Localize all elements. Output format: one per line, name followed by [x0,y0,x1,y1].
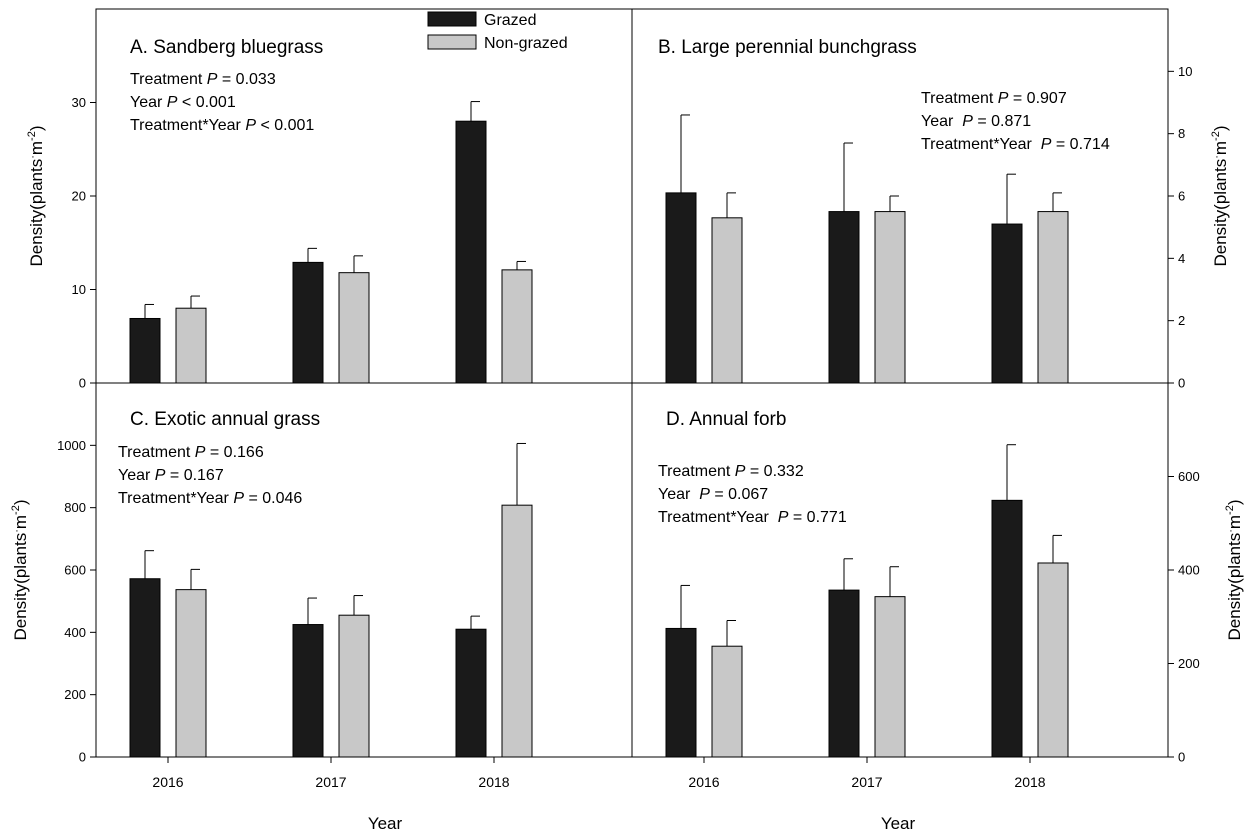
bar-a-non-grazed-2016 [175,307,207,384]
x-tick-label-c: 2016 [152,774,183,790]
stats-line-d: Treatment*Year P = 0.771 [658,509,847,526]
y-tick-label-c: 400 [64,625,86,640]
bar-d-non-grazed-2017 [874,596,906,758]
bar-b-grazed-2017 [828,211,860,384]
bar-a-non-grazed-2018 [501,269,533,384]
bar-d-non-grazed-2016 [711,645,743,758]
bar-c-grazed-2017 [292,624,324,758]
x-tick-label-c: 2018 [478,774,509,790]
bar-b-grazed-2016 [665,192,697,384]
stats-line-d: Year P = 0.067 [658,486,768,503]
bar-d-grazed-2018 [991,499,1023,758]
stats-line-c: Treatment*Year P = 0.046 [118,490,302,507]
bar-d-non-grazed-2018 [1037,562,1069,758]
legend-swatch-non-grazed [427,34,477,50]
y-tick-label-b: 4 [1178,251,1185,266]
legend-label-grazed: Grazed [484,12,536,29]
y-tick-label-d: 0 [1178,750,1185,765]
bar-b-non-grazed-2018 [1037,211,1069,384]
bar-d-grazed-2016 [665,627,697,758]
legend: Grazed Non-grazed [427,11,568,52]
bar-a-non-grazed-2017 [338,272,370,384]
bar-c-non-grazed-2018 [501,504,533,758]
legend-swatch-grazed [427,11,477,27]
y-tick-label-a: 20 [72,189,86,204]
panel-title-d: D. Annual forb [666,409,786,430]
bar-c-grazed-2016 [129,578,161,758]
y-tick-label-b: 10 [1178,64,1192,79]
bar-a-grazed-2018 [455,120,487,384]
legend-label-non-grazed: Non-grazed [484,35,568,52]
y-tick-label-d: 600 [1178,469,1200,484]
y-tick-label-c: 200 [64,687,86,702]
stats-line-a: Treatment*Year P < 0.001 [130,117,314,134]
stats-line-b: Treatment P = 0.907 [921,90,1067,107]
y-axis-label-a: Density(plants·m-2) [26,125,46,266]
bar-b-non-grazed-2016 [711,217,743,384]
y-tick-label-d: 400 [1178,563,1200,578]
bar-b-grazed-2018 [991,223,1023,384]
y-tick-label-b: 8 [1178,126,1185,141]
x-tick-label-d: 2017 [851,774,882,790]
bar-c-non-grazed-2017 [338,614,370,758]
bar-a-grazed-2017 [292,261,324,384]
y-tick-label-c: 600 [64,563,86,578]
y-tick-label-b: 6 [1178,189,1185,204]
stats-line-b: Year P = 0.871 [921,113,1031,130]
y-axis-label-c: Density(plants·m-2) [10,499,30,640]
y-tick-label-a: 10 [72,282,86,297]
y-axis-label-b: Density(plants·m-2) [1210,125,1230,266]
bar-b-non-grazed-2017 [874,211,906,384]
x-axis-label-right: Year [881,814,916,833]
x-tick-label-d: 2018 [1014,774,1045,790]
y-tick-label-a: 0 [79,376,86,391]
stats-line-b: Treatment*Year P = 0.714 [921,136,1110,153]
y-axis-label-d: Density(plants·m-2) [1224,499,1244,640]
panel-title-a: A. Sandberg bluegrass [130,37,323,58]
x-axis-label-left: Year [368,814,403,833]
y-tick-label-c: 0 [79,750,86,765]
bar-c-non-grazed-2016 [175,589,207,758]
x-tick-label-c: 2017 [315,774,346,790]
y-tick-label-b: 0 [1178,376,1185,391]
bar-a-grazed-2016 [129,317,161,384]
bar-c-grazed-2018 [455,628,487,758]
y-tick-label-b: 2 [1178,313,1185,328]
stats-line-c: Treatment P = 0.166 [118,444,264,461]
y-tick-label-c: 800 [64,500,86,515]
x-tick-label-d: 2016 [688,774,719,790]
stats-line-c: Year P = 0.167 [118,467,224,484]
y-tick-label-d: 200 [1178,656,1200,671]
bar-d-grazed-2017 [828,589,860,758]
panel-title-b: B. Large perennial bunchgrass [658,37,917,58]
stats-line-a: Treatment P = 0.033 [130,71,276,88]
panel-title-c: C. Exotic annual grass [130,409,320,430]
y-tick-label-c: 1000 [57,438,86,453]
stats-line-a: Year P < 0.001 [130,94,236,111]
stats-line-d: Treatment P = 0.332 [658,463,804,480]
y-tick-label-a: 30 [72,95,86,110]
